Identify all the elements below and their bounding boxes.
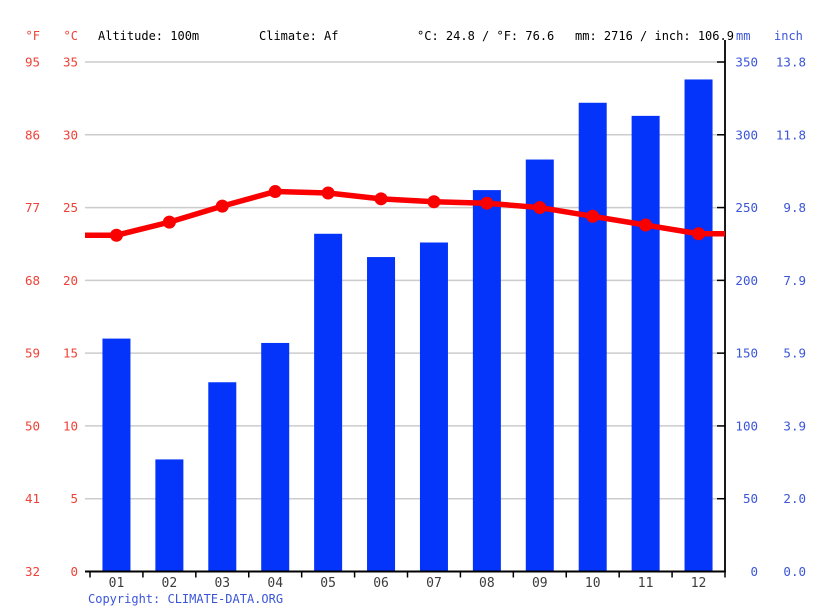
axis-label-fahrenheit: 95 (25, 55, 40, 70)
temperature-point-08 (480, 196, 494, 210)
precip-bar-01 (102, 338, 131, 572)
precip-bar-12 (684, 79, 713, 572)
axis-label-fahrenheit: 50 (25, 418, 40, 433)
temperature-point-12 (692, 227, 706, 241)
temperature-point-03 (215, 199, 229, 213)
axis-label-celsius: 30 (63, 127, 78, 142)
altitude-label: Altitude: 100m (98, 29, 200, 43)
axis-label-celsius: 15 (63, 346, 78, 361)
precip-bar-02 (155, 459, 184, 572)
axis-label-inch: 7.9 (783, 273, 806, 288)
month-label-12: 12 (691, 576, 707, 591)
temperature-point-05 (321, 186, 335, 200)
month-label-06: 06 (373, 576, 389, 591)
precip-bar-09 (525, 159, 554, 572)
celsius-column-header: °C (63, 29, 78, 43)
axis-label-mm: 350 (735, 55, 758, 70)
temperature-point-11 (639, 218, 653, 232)
axis-label-inch: 2.0 (783, 491, 806, 506)
temperature-point-01 (109, 228, 123, 242)
axis-label-mm: 200 (735, 273, 758, 288)
inch-column-header: inch (774, 29, 803, 43)
precip-bar-11 (631, 115, 660, 572)
precip-bar-05 (314, 233, 343, 572)
precip-bar-10 (578, 102, 607, 572)
axis-label-inch: 13.8 (776, 55, 806, 70)
axis-label-mm: 300 (735, 127, 758, 142)
axis-label-celsius: 10 (63, 418, 78, 433)
climate-label: Climate: Af (259, 29, 339, 43)
axis-label-inch: 5.9 (783, 346, 806, 361)
axis-label-fahrenheit: 86 (25, 127, 40, 142)
axis-label-inch: 9.8 (783, 200, 806, 215)
temperature-point-02 (162, 215, 176, 229)
axis-label-fahrenheit: 68 (25, 273, 40, 288)
temperature-point-10 (586, 209, 600, 223)
axis-label-fahrenheit: 41 (25, 491, 40, 506)
axis-label-mm: 50 (743, 491, 758, 506)
precip-bar-08 (472, 190, 501, 572)
precip-bar-07 (419, 242, 448, 572)
copyright: Copyright: CLIMATE-DATA.ORG (88, 592, 283, 606)
axis-label-mm: 100 (735, 418, 758, 433)
temperature-point-06 (374, 192, 388, 206)
total-precipitation-label: mm: 2716 / inch: 106.9 (575, 29, 734, 43)
temperature-line (85, 188, 725, 238)
axis-label-celsius: 25 (63, 200, 78, 215)
precip-bar-03 (208, 382, 237, 572)
month-label-10: 10 (585, 576, 601, 591)
axis-label-celsius: 5 (70, 491, 78, 506)
month-label-07: 07 (426, 576, 442, 591)
month-label-11: 11 (638, 576, 654, 591)
axis-label-celsius: 20 (63, 273, 78, 288)
copyright-link[interactable]: CLIMATE-DATA.ORG (167, 592, 284, 606)
temperature-point-04 (268, 185, 282, 199)
precip-bar-06 (367, 257, 396, 572)
mm-column-header: mm (736, 29, 751, 43)
axis-label-mm: 150 (735, 346, 758, 361)
axis-label-fahrenheit: 77 (25, 200, 40, 215)
avg-temperature-label: °C: 24.8 / °F: 76.6 (417, 29, 555, 43)
axis-label-inch: 0.0 (783, 564, 806, 579)
axis-label-mm: 250 (735, 200, 758, 215)
month-label-03: 03 (214, 576, 230, 591)
month-label-04: 04 (267, 576, 283, 591)
axis-label-fahrenheit: 59 (25, 346, 40, 361)
copyright-prefix: Copyright: (88, 592, 168, 606)
axis-label-celsius: 0 (70, 564, 78, 579)
month-label-05: 05 (320, 576, 336, 591)
axis-label-mm: 0 (750, 564, 758, 579)
month-label-09: 09 (532, 576, 548, 591)
axis-label-inch: 11.8 (776, 127, 806, 142)
temperature-point-09 (533, 201, 547, 215)
axis-label-fahrenheit: 32 (25, 564, 40, 579)
month-label-02: 02 (162, 576, 178, 591)
axis-label-inch: 3.9 (783, 418, 806, 433)
fahrenheit-column-header: °F (25, 29, 40, 43)
axis-label-celsius: 35 (63, 55, 78, 70)
month-label-01: 01 (109, 576, 125, 591)
precip-bar-04 (261, 342, 290, 572)
temperature-point-07 (427, 195, 441, 209)
month-label-08: 08 (479, 576, 495, 591)
